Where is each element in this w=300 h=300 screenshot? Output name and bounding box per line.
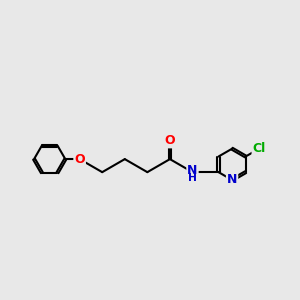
Text: N: N (227, 173, 237, 187)
Text: O: O (74, 153, 85, 166)
Text: H: H (188, 173, 197, 183)
Text: N: N (187, 164, 198, 177)
Text: O: O (165, 134, 175, 147)
Text: Cl: Cl (253, 142, 266, 155)
